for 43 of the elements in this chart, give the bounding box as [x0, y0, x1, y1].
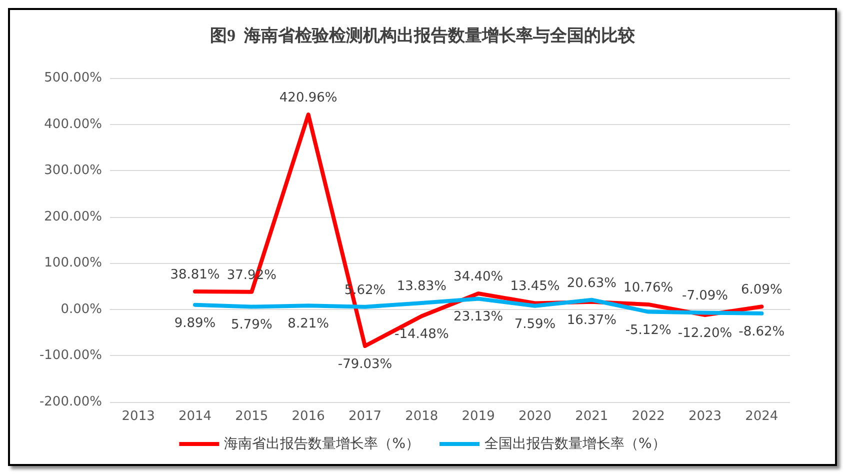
y-tick-label: 500.00%	[44, 70, 102, 86]
data-label: 9.89%	[174, 316, 216, 331]
x-tick-label: 2023	[688, 409, 722, 424]
x-tick-label: 2015	[235, 409, 268, 424]
data-label: 13.45%	[510, 279, 560, 294]
y-tick-label: 200.00%	[44, 209, 102, 224]
data-label: 6.09%	[741, 282, 782, 298]
data-label: 420.96%	[279, 90, 338, 106]
x-tick-label: 2024	[745, 409, 778, 424]
x-tick-label: 2017	[348, 409, 382, 424]
y-tick-label: -200.00%	[39, 394, 102, 410]
data-label: -8.62%	[738, 324, 785, 340]
y-tick-label: 0.00%	[60, 302, 102, 317]
legend-label: 海南省出报告数量增长率（%）	[224, 436, 420, 452]
data-label: 5.79%	[231, 318, 272, 333]
data-label: -5.12%	[625, 322, 672, 338]
y-tick-label: 300.00%	[44, 163, 102, 178]
y-tick-label: -100.00%	[39, 348, 102, 364]
data-label: 10.76%	[624, 280, 674, 296]
x-tick-label: 2013	[122, 409, 155, 424]
data-label: 8.21%	[288, 316, 329, 332]
x-tick-label: 2018	[405, 409, 438, 424]
data-label: 13.83%	[396, 279, 446, 294]
x-tick-label: 2021	[575, 409, 608, 424]
x-tick-label: 2019	[462, 409, 495, 424]
data-label: -79.03%	[338, 357, 392, 372]
chart-title: 图9 海南省检验检测机构出报告数量增长率与全国的比较	[210, 26, 636, 45]
x-tick-label: 2020	[518, 409, 552, 424]
y-tick-label: 100.00%	[44, 256, 102, 271]
data-label: 20.63%	[566, 276, 616, 291]
x-tick-label: 2014	[178, 409, 212, 424]
data-label: -12.20%	[678, 326, 732, 342]
data-label: -14.48%	[394, 327, 449, 342]
data-label: 16.37%	[566, 312, 616, 328]
x-tick-label: 2022	[632, 409, 665, 424]
data-label: 23.13%	[454, 310, 504, 325]
data-label: 34.40%	[454, 270, 504, 285]
data-label: 7.59%	[514, 316, 556, 332]
data-label: 38.81%	[170, 267, 220, 282]
x-tick-label: 2016	[292, 409, 325, 424]
data-label: -7.09%	[682, 288, 728, 304]
legend-label: 全国出报告数量增长率（%）	[484, 436, 666, 452]
y-tick-label: 400.00%	[44, 116, 102, 132]
